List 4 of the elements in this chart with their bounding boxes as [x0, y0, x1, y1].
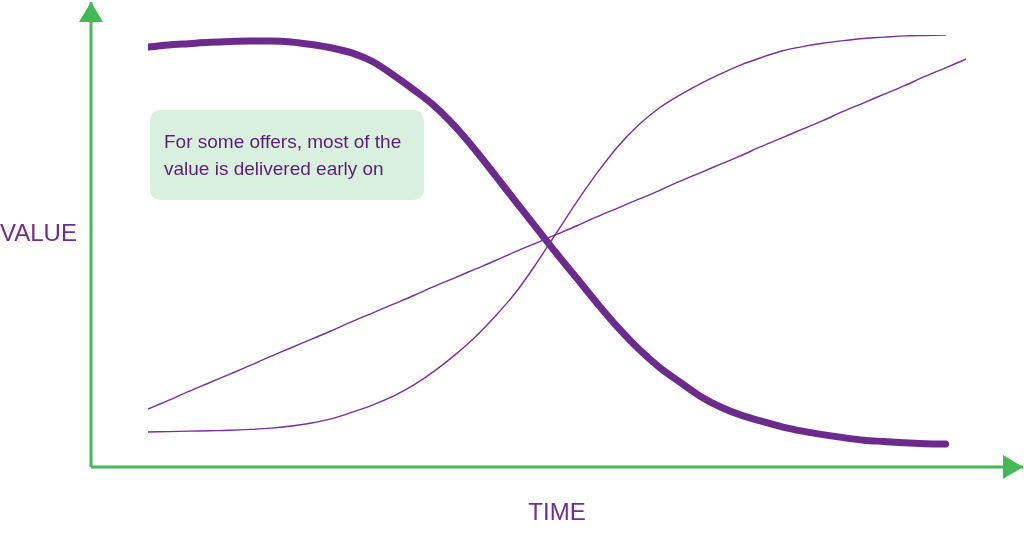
y-axis-title: VALUE	[0, 219, 77, 246]
callout-box: For some offers, most of the value is delivered early on	[150, 110, 424, 200]
x-axis-title: TIME	[528, 498, 586, 525]
annotation: For some offers, most of the value is delivered early on	[164, 130, 403, 181]
